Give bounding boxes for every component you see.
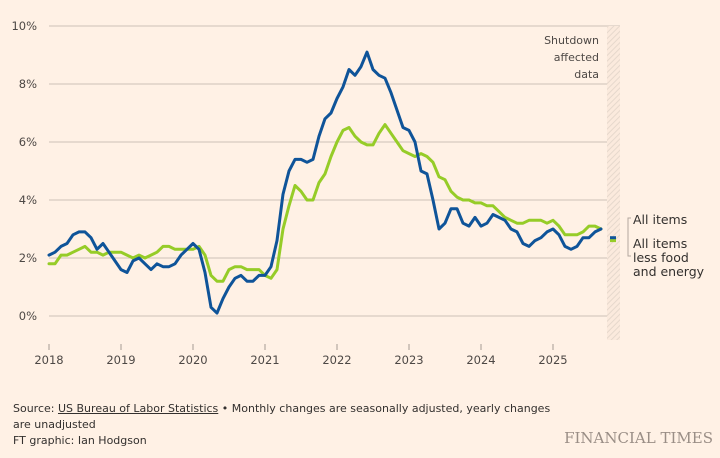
x-tick-label: 2020 bbox=[178, 353, 207, 367]
legend-label-all-items: All items bbox=[633, 212, 687, 227]
x-tick-label: 2023 bbox=[394, 353, 423, 367]
shutdown-annotation: Shutdown affected data bbox=[544, 26, 620, 340]
y-tick-label: 10% bbox=[11, 19, 37, 33]
chart-footer: Source: US Bureau of Labor Statistics • … bbox=[13, 401, 553, 449]
line-chart: 0%2%4%6%8%10% 2018 2019 2020 2021 2022 2023 20… bbox=[11, 19, 705, 367]
y-tick-label: 6% bbox=[19, 135, 37, 149]
series-line-all-items bbox=[47, 50, 603, 315]
x-tick-label: 2022 bbox=[322, 353, 351, 367]
x-axis: 2018 2019 2020 2021 2022 2023 2024 2025 bbox=[34, 344, 568, 367]
methodology-note: • Monthly changes are seasonally adjuste… bbox=[13, 402, 551, 431]
shutdown-annotation-label: Shutdown bbox=[544, 34, 599, 47]
y-tick-label: 2% bbox=[19, 251, 37, 265]
y-axis: 0% 2% 4% 6% 8% 10% bbox=[11, 19, 37, 323]
legend-bracket bbox=[627, 217, 631, 257]
legend-label-core: and energy bbox=[633, 264, 705, 279]
x-tick-label: 2024 bbox=[466, 353, 495, 367]
shutdown-annotation-label: data bbox=[574, 68, 599, 81]
source-link[interactable]: US Bureau of Labor Statistics bbox=[57, 402, 219, 415]
x-tick-label: 2019 bbox=[106, 353, 135, 367]
y-tick-label: 8% bbox=[19, 77, 37, 91]
x-tick-label: 2018 bbox=[34, 353, 63, 367]
source-prefix: Source: bbox=[13, 402, 58, 415]
y-tick-label: 0% bbox=[19, 309, 37, 323]
legend-label-core: All items bbox=[633, 236, 687, 251]
series-line-core bbox=[47, 123, 603, 283]
x-tick-label: 2025 bbox=[538, 353, 567, 367]
gridlines bbox=[49, 25, 620, 317]
shutdown-annotation-label: affected bbox=[554, 51, 599, 64]
x-tick-label: 2021 bbox=[250, 353, 279, 367]
legend-label-core: less food bbox=[633, 250, 689, 265]
source-note: Source: US Bureau of Labor Statistics • … bbox=[13, 401, 553, 433]
series-lines bbox=[47, 50, 616, 315]
ft-brand-logo: FINANCIAL TIMES bbox=[564, 429, 713, 447]
y-tick-label: 4% bbox=[19, 193, 37, 207]
shutdown-hatched-band bbox=[607, 26, 620, 340]
graphic-credit: FT graphic: Ian Hodgson bbox=[13, 434, 147, 447]
